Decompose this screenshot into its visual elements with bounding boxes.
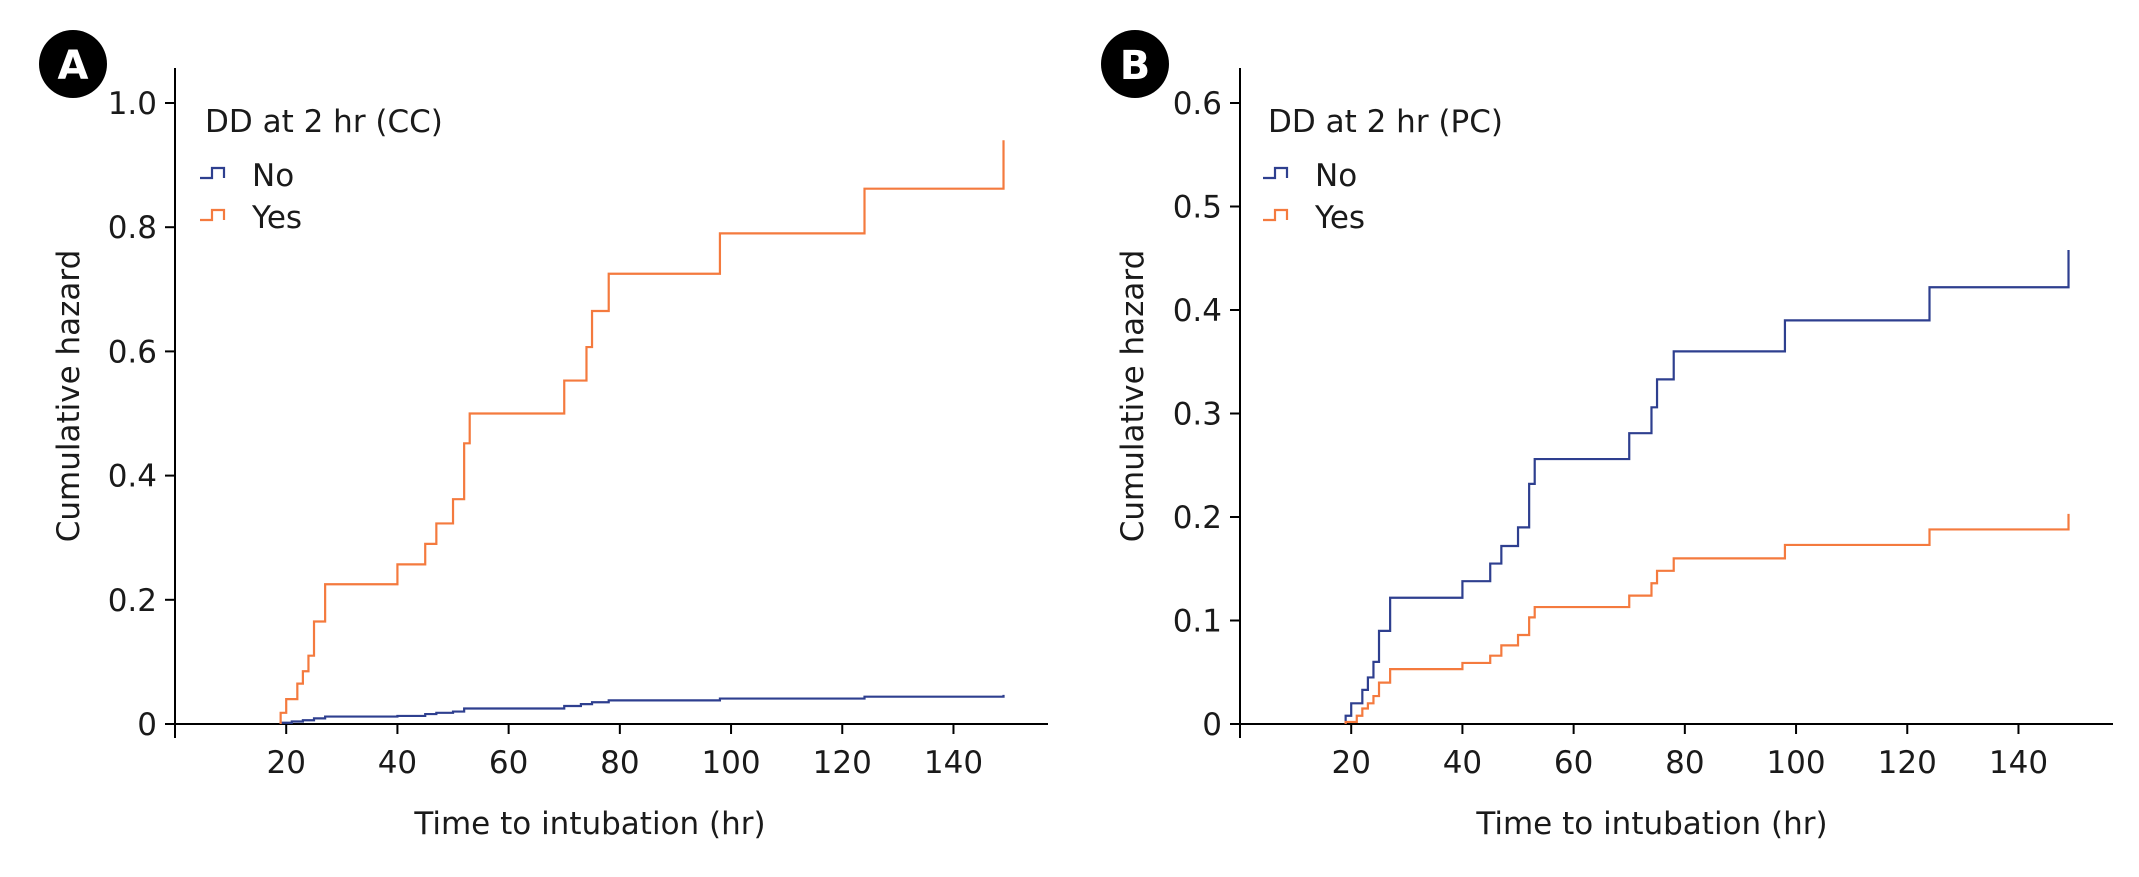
legend-swatch-yes bbox=[200, 208, 226, 222]
legend-title: DD at 2 hr (CC) bbox=[205, 104, 443, 140]
chart-panel-a: A 0 0.2 0.4 0.6 0.8 1.0 20 40 60 80 100 120 140 DD … bbox=[39, 30, 1048, 842]
series-line-no bbox=[1344, 249, 2070, 724]
chart-panel-b: B 00.10.20.30.40.50.6 20 40 60 80 100 120 140 … bbox=[1101, 30, 2113, 842]
series-line-yes bbox=[1344, 513, 2070, 724]
series-line-yes bbox=[279, 140, 1005, 724]
x-axis-ticks: 20 40 60 80 100 120 140 bbox=[174, 724, 983, 781]
y-axis-title: Cumulative hazard bbox=[51, 250, 87, 543]
legend-label-no: No bbox=[252, 158, 294, 194]
y-tick-label: 0 bbox=[137, 707, 157, 743]
legend-swatch-no bbox=[200, 166, 226, 180]
y-axis-ticks: 0 0.1 0.2 0.3 0.4 0.5 0.6 bbox=[1173, 86, 1240, 743]
x-tick-label: 120 bbox=[813, 745, 872, 781]
panel-badge-b bbox=[1101, 30, 1169, 98]
y-tick-label: 0.2 bbox=[1173, 500, 1222, 536]
series-layer bbox=[279, 140, 1005, 724]
x-tick-label: 20 bbox=[266, 745, 305, 781]
x-tick-label: 20 bbox=[1331, 745, 1370, 781]
legend-label-no: No bbox=[1315, 158, 1357, 194]
series-layer bbox=[1344, 249, 2070, 724]
x-tick-label: 100 bbox=[701, 745, 760, 781]
legend-title: DD at 2 hr (PC) bbox=[1268, 104, 1503, 140]
legend-label-yes: Yes bbox=[1314, 200, 1365, 236]
x-tick-label: 100 bbox=[1766, 745, 1825, 781]
y-tick-label: 0.8 bbox=[108, 210, 157, 246]
y-tick-label: 0 bbox=[1202, 707, 1222, 743]
y-tick-label: 0.3 bbox=[1173, 397, 1222, 433]
legend-swatch-no bbox=[1263, 166, 1289, 180]
y-axis-title: Cumulative hazard bbox=[1115, 250, 1151, 543]
panel-badge-a bbox=[39, 30, 107, 98]
legend-swatch-yes bbox=[1263, 208, 1289, 222]
y-tick-label: 0.1 bbox=[1173, 604, 1222, 640]
y-tick-label: 1.0 bbox=[108, 86, 157, 122]
x-axis-title: Time to intubation (hr) bbox=[1475, 806, 1827, 842]
y-tick-label: 0.5 bbox=[1173, 190, 1222, 226]
x-tick-label: 80 bbox=[600, 745, 639, 781]
x-axis-ticks: 20 40 60 80 100 120 140 bbox=[1239, 724, 2048, 781]
x-tick-label: 40 bbox=[378, 745, 417, 781]
series-line-no bbox=[279, 694, 1005, 724]
x-tick-label: 60 bbox=[489, 745, 528, 781]
y-tick-label: 0.6 bbox=[108, 334, 157, 370]
panel-badge-b-label: B bbox=[1120, 43, 1151, 89]
x-tick-label: 140 bbox=[1989, 745, 2048, 781]
x-tick-label: 80 bbox=[1665, 745, 1704, 781]
x-tick-label: 60 bbox=[1554, 745, 1593, 781]
x-tick-label: 140 bbox=[924, 745, 983, 781]
x-axis-title: Time to intubation (hr) bbox=[413, 806, 765, 842]
y-axis-ticks: 0 0.2 0.4 0.6 0.8 1.0 bbox=[108, 86, 175, 743]
y-tick-label: 0.4 bbox=[1173, 293, 1222, 329]
panel-badge-a-label: A bbox=[58, 43, 89, 89]
x-tick-label: 120 bbox=[1878, 745, 1937, 781]
y-tick-label: 0.6 bbox=[1173, 86, 1222, 122]
y-tick-label: 0.2 bbox=[108, 583, 157, 619]
legend-label-yes: Yes bbox=[251, 200, 302, 236]
x-tick-label: 40 bbox=[1443, 745, 1482, 781]
y-tick-label: 0.4 bbox=[108, 459, 157, 495]
